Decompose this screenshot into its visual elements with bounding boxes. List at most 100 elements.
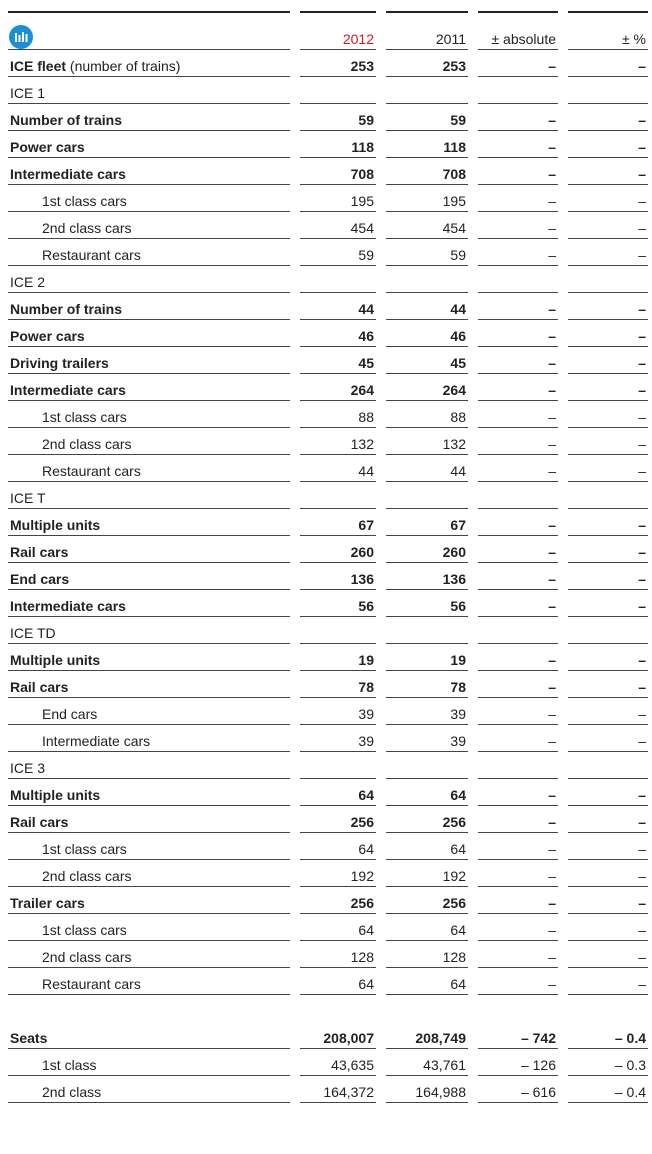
cell: [478, 483, 558, 509]
row-label: Intermediate cars: [8, 591, 290, 617]
cell: [386, 267, 468, 293]
label: Driving trailers: [10, 355, 109, 371]
column-header: 2012: [300, 24, 376, 50]
column-header: ± absolute: [478, 24, 558, 50]
top-rule: [478, 11, 558, 13]
cell: 192: [300, 861, 376, 887]
cell: –: [568, 672, 648, 698]
cell: 88: [386, 402, 468, 428]
row-label: Driving trailers: [8, 348, 290, 374]
label: 2nd class cars: [42, 949, 132, 965]
cell: 64: [386, 969, 468, 995]
cell: 64: [300, 915, 376, 941]
row-label: 1st class cars: [8, 186, 290, 212]
cell: –: [478, 726, 558, 752]
label: Power cars: [10, 328, 85, 344]
cell: –: [478, 105, 558, 131]
cell: 59: [386, 240, 468, 266]
cell: –: [478, 942, 558, 968]
cell: 118: [300, 132, 376, 158]
cell: – 616: [478, 1077, 558, 1103]
cell: –: [568, 456, 648, 482]
cell: –: [478, 213, 558, 239]
cell: [478, 267, 558, 293]
cell: 56: [300, 591, 376, 617]
row-label: 1st class cars: [8, 402, 290, 428]
cell: 67: [300, 510, 376, 536]
row-label: Rail cars: [8, 537, 290, 563]
row-label: Trailer cars: [8, 888, 290, 914]
cell: 59: [386, 105, 468, 131]
cell: 256: [300, 807, 376, 833]
label: Intermediate cars: [10, 598, 126, 614]
cell: 19: [300, 645, 376, 671]
row-label: End cars: [8, 699, 290, 725]
label: ICE fleet: [10, 58, 67, 74]
cell: 45: [386, 348, 468, 374]
cell: –: [478, 132, 558, 158]
cell: [568, 753, 648, 779]
cell: –: [478, 591, 558, 617]
cell: –: [568, 699, 648, 725]
cell: –: [568, 915, 648, 941]
cell: –: [568, 375, 648, 401]
cell: – 126: [478, 1050, 558, 1076]
cell: 44: [386, 294, 468, 320]
cell: –: [568, 402, 648, 428]
section-title: ICE 2: [8, 267, 290, 293]
cell: 64: [386, 915, 468, 941]
cell: – 0.4: [568, 1023, 648, 1049]
cell: 44: [300, 456, 376, 482]
row-label: Intermediate cars: [8, 159, 290, 185]
label: Intermediate cars: [10, 166, 126, 182]
cell: 45: [300, 348, 376, 374]
section-title: ICE TD: [8, 618, 290, 644]
label: 1st class cars: [42, 193, 127, 209]
cell: [300, 78, 376, 104]
cell: 253: [300, 51, 376, 77]
cell: 454: [386, 213, 468, 239]
cell: 39: [386, 699, 468, 725]
cell: 46: [386, 321, 468, 347]
cell: –: [478, 186, 558, 212]
label: Restaurant cars: [42, 463, 141, 479]
cell: – 0.3: [568, 1050, 648, 1076]
cell: – 0.4: [568, 1077, 648, 1103]
cell: 454: [300, 213, 376, 239]
cell: 132: [386, 429, 468, 455]
section-title: ICE 1: [8, 78, 290, 104]
row-label: 1st class: [8, 1050, 290, 1076]
row-label: 1st class cars: [8, 834, 290, 860]
cell: 128: [300, 942, 376, 968]
cell: 708: [386, 159, 468, 185]
row-label: 2nd class cars: [8, 429, 290, 455]
cell: 39: [300, 726, 376, 752]
cell: –: [478, 429, 558, 455]
label: Restaurant cars: [42, 247, 141, 263]
cell: –: [478, 969, 558, 995]
cell: –: [568, 888, 648, 914]
cell: –: [478, 51, 558, 77]
cell: [386, 483, 468, 509]
cell: 46: [300, 321, 376, 347]
row-label: Restaurant cars: [8, 456, 290, 482]
label: 1st class: [42, 1057, 97, 1073]
row-label: 2nd class: [8, 1077, 290, 1103]
cell: [478, 753, 558, 779]
label: 2nd class cars: [42, 436, 132, 452]
label: Rail cars: [10, 679, 69, 695]
column-header: ± %: [568, 24, 648, 50]
cell: 78: [300, 672, 376, 698]
cell: 253: [386, 51, 468, 77]
cell: 56: [386, 591, 468, 617]
row-label: Number of trains: [8, 294, 290, 320]
label: 2nd class cars: [42, 868, 132, 884]
cell: –: [568, 942, 648, 968]
cell: –: [568, 537, 648, 563]
row-label: Multiple units: [8, 645, 290, 671]
label: Restaurant cars: [42, 976, 141, 992]
top-rule: [568, 11, 648, 13]
row-label: Power cars: [8, 321, 290, 347]
cell: [386, 618, 468, 644]
